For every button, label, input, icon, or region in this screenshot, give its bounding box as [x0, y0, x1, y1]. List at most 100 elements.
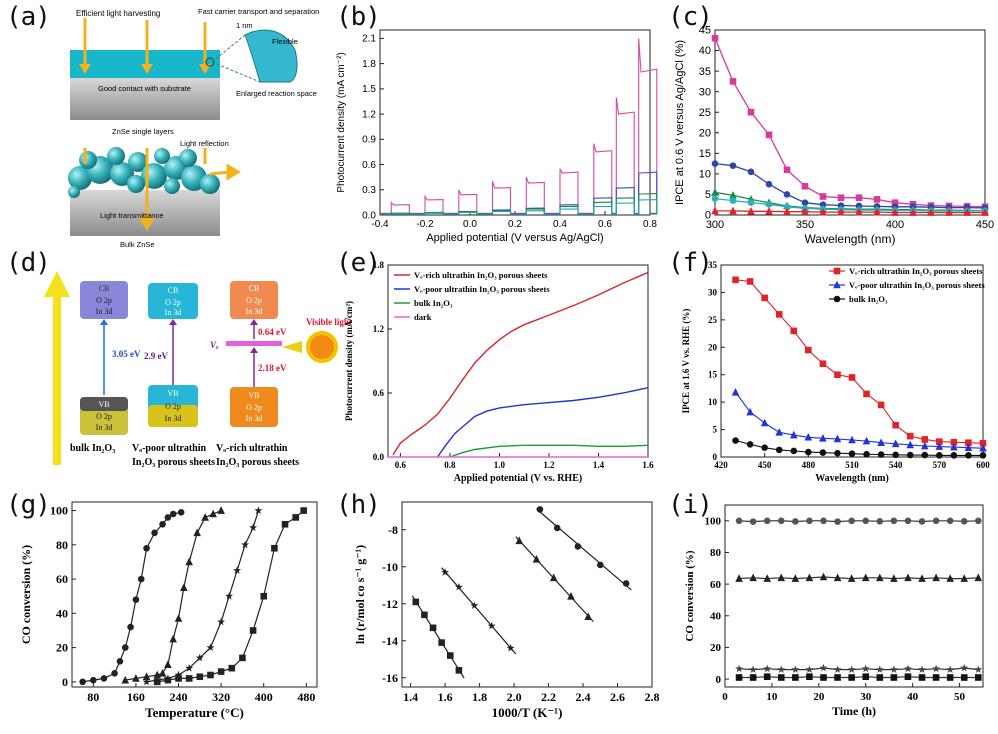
data-point [111, 669, 118, 677]
data-point [151, 529, 158, 537]
cb-in3d: In 3d [246, 307, 263, 316]
data-point [596, 561, 604, 569]
data-point [553, 524, 561, 532]
data-point [805, 665, 814, 673]
data-point [834, 518, 841, 525]
data-point [783, 203, 791, 211]
x-tick-label: 400 [255, 690, 273, 704]
y-axis-label: Photocurrent density (mA cm⁻²) [336, 52, 347, 192]
data-point [775, 311, 783, 318]
data-point [918, 674, 926, 681]
data-point [185, 557, 193, 566]
data-point [735, 574, 743, 582]
caption-rich-1: Vₒ-rich ultrathin [216, 443, 288, 454]
vo-level [226, 341, 282, 346]
data-point [960, 674, 968, 681]
y-tick-label: 1.2 [373, 324, 385, 334]
text-light-reflection: Light reflection [180, 139, 229, 148]
data-point [729, 206, 737, 215]
data-point [217, 668, 225, 675]
data-point [775, 446, 783, 454]
y-tick-label: 1.2 [362, 109, 376, 120]
data-point [848, 517, 855, 525]
series-star [441, 567, 517, 655]
series-triangle [121, 506, 225, 684]
series-circle [735, 517, 982, 525]
data-point [892, 421, 899, 429]
panel-g-chart: 80 160 240 320 400 480 0 20 40 60 80 100 Temperature… [0, 490, 330, 734]
data-point [470, 601, 479, 609]
data-point [536, 506, 544, 513]
data-point [622, 580, 630, 587]
vb-rich [230, 387, 278, 427]
data-point [965, 452, 972, 459]
series-line [715, 210, 985, 214]
data-point [765, 201, 773, 208]
series-line [739, 520, 979, 523]
data-point [747, 168, 755, 176]
legend-label: Vₒ-poor ultrathin In₂O₃ porous sheets [414, 284, 550, 294]
x-tick-label: 0.6 [395, 460, 407, 470]
gap-bottom-rich: 2.18 eV [258, 363, 287, 373]
text-bulk-znse: Bulk ZnSe [120, 240, 155, 249]
legend-label: Vₒ-poor ultrathin In₂O₃ porous sheets [849, 280, 985, 290]
data-point [873, 196, 881, 203]
data-point [960, 663, 969, 672]
panel-label-d: (d) [6, 248, 51, 278]
data-point [837, 207, 845, 216]
y-tick-label: -12 [382, 597, 398, 611]
data-point [121, 644, 129, 651]
data-point [711, 195, 719, 202]
x-tick-label: 480 [297, 690, 315, 704]
y-tick-label: 60 [56, 572, 68, 586]
series-magenta [711, 34, 989, 211]
y-tick-label: 40 [710, 610, 722, 622]
data-point [834, 674, 841, 681]
data-point [749, 518, 757, 525]
data-point [729, 162, 737, 169]
data-point [819, 449, 827, 456]
chart-g-svg: 80 160 240 320 400 480 0 20 40 60 80 100 Temperature… [19, 501, 318, 720]
data-point [735, 674, 743, 681]
data-point [876, 674, 884, 681]
data-point [906, 432, 914, 440]
data-point [438, 639, 445, 646]
data-point [819, 572, 828, 581]
data-point [249, 523, 258, 532]
data-point [904, 673, 912, 681]
legend-label: bulk In₂O₃ [849, 294, 888, 304]
zoom-lines [211, 34, 261, 83]
data-point [549, 573, 558, 582]
x-tick-label: 10 [766, 691, 778, 703]
text-good-contact: Good contact with substrate [98, 84, 191, 93]
panel-i-chart: 0 10 20 30 40 50 0 20 40 60 80 100 Time (h) CO conver… [665, 490, 998, 734]
series-line [714, 191, 985, 212]
series-square [411, 595, 465, 679]
cb-label: CB [99, 284, 110, 293]
data-point [763, 664, 772, 673]
substrate-top [70, 78, 220, 120]
data-point [921, 436, 929, 443]
y-tick-label: 100 [50, 504, 68, 518]
data-point [904, 664, 912, 673]
data-point [936, 452, 943, 459]
data-point [584, 612, 593, 620]
data-point [159, 520, 166, 528]
data-point [281, 520, 289, 528]
data-point [946, 665, 955, 673]
series-line [735, 439, 983, 456]
data-point [446, 652, 454, 659]
x-tick-label: 1.6 [642, 460, 654, 470]
data-point [746, 441, 754, 448]
data-point [889, 665, 898, 673]
caption-rich-2: In₂O₃ porous sheets [216, 457, 299, 468]
data-point [946, 517, 954, 525]
energy-axis-head [44, 271, 70, 297]
x-axis-label: Applied potential (V versus Ag/AgCl) [426, 232, 603, 244]
x-axis-label: Wavelength (nm) [805, 232, 896, 246]
y-tick-label: 15 [699, 148, 711, 160]
data-point [177, 508, 185, 516]
data-point [441, 568, 450, 576]
data-point [960, 518, 968, 525]
data-point [960, 574, 969, 582]
